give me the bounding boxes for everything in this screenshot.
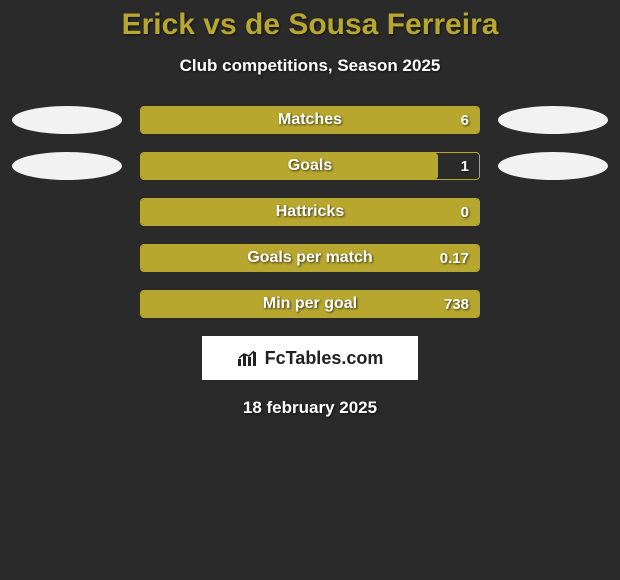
right-ellipse [498,106,608,134]
stat-value: 0.17 [440,245,469,271]
left-ellipse [12,198,122,226]
left-ellipse [12,152,122,180]
stat-row: Goals per match0.17 [0,244,620,272]
left-ellipse [12,106,122,134]
right-ellipse [498,290,608,318]
stat-value: 738 [444,291,469,317]
stat-row: Min per goal738 [0,290,620,318]
stat-row: Goals1 [0,152,620,180]
left-ellipse [12,290,122,318]
stat-label: Hattricks [141,199,479,225]
page-title: Erick vs de Sousa Ferreira [0,8,620,42]
right-ellipse [498,244,608,272]
logo-badge: FcTables.com [202,336,418,380]
right-ellipse [498,152,608,180]
stat-label: Min per goal [141,291,479,317]
stats-card: Erick vs de Sousa Ferreira Club competit… [0,0,620,418]
chart-icon [237,349,259,367]
right-ellipse [498,198,608,226]
stat-label: Matches [141,107,479,133]
stat-value: 6 [461,107,469,133]
logo-text: FcTables.com [265,348,384,369]
stat-bar: Goals1 [140,152,480,180]
page-subtitle: Club competitions, Season 2025 [0,56,620,76]
stat-label: Goals per match [141,245,479,271]
left-ellipse [12,244,122,272]
stat-row: Matches6 [0,106,620,134]
stat-bar: Min per goal738 [140,290,480,318]
stat-row: Hattricks0 [0,198,620,226]
stat-label: Goals [141,153,479,179]
stat-value: 1 [461,153,469,179]
date-label: 18 february 2025 [0,398,620,418]
stat-bar: Goals per match0.17 [140,244,480,272]
stat-rows: Matches6Goals1Hattricks0Goals per match0… [0,106,620,318]
stat-bar: Matches6 [140,106,480,134]
stat-value: 0 [461,199,469,225]
stat-bar: Hattricks0 [140,198,480,226]
